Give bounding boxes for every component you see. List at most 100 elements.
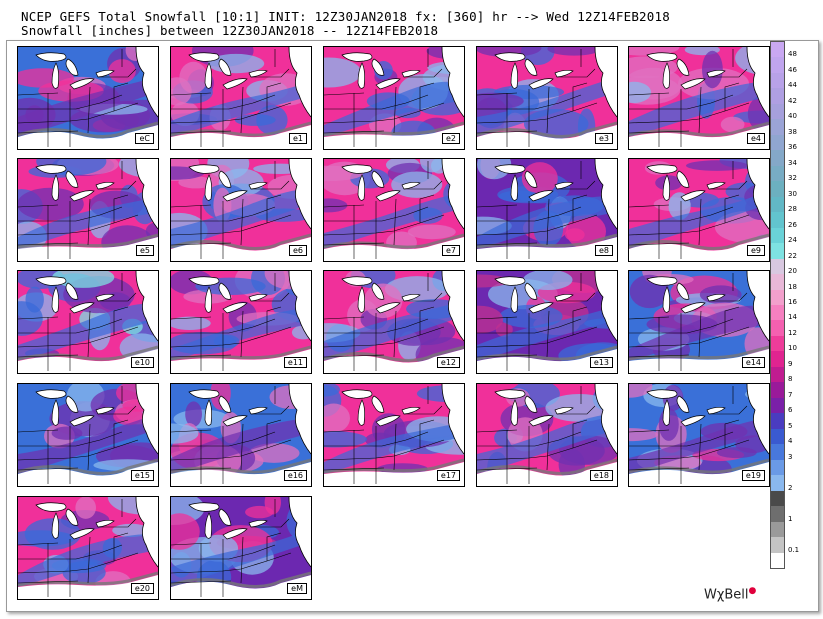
colorbar-tick-label: 44 xyxy=(788,81,797,90)
colorbar-cell xyxy=(771,227,784,244)
ensemble-panel-e18: e18 xyxy=(476,383,618,487)
colorbar-cell xyxy=(771,552,784,569)
colorbar-tick-label: 20 xyxy=(788,267,797,276)
panel-label: e11 xyxy=(283,357,307,368)
colorbar-cell xyxy=(771,475,784,492)
panel-label: e2 xyxy=(441,133,460,144)
map-subtitle-line2: Snowfall [inches] between 12Z30JAN2018 -… xyxy=(21,23,439,38)
colorbar-cell xyxy=(771,521,784,538)
colorbar-tick-label: 14 xyxy=(788,313,797,322)
colorbar-cell xyxy=(771,351,784,368)
panel-label: e12 xyxy=(436,357,460,368)
ensemble-panel-e1: e1 xyxy=(170,46,312,150)
colorbar-tick-label: 8 xyxy=(788,375,793,384)
colorbar-cell xyxy=(771,181,784,198)
colorbar-cell xyxy=(771,196,784,213)
colorbar-tick-label: 32 xyxy=(788,174,797,183)
colorbar-cell xyxy=(771,243,784,260)
colorbar-tick-label: 38 xyxy=(788,127,797,136)
ensemble-panel-e9: e9 xyxy=(628,158,770,262)
colorbar-tick-label: 18 xyxy=(788,282,797,291)
colorbar-cell xyxy=(771,289,784,306)
colorbar-cell xyxy=(771,490,784,507)
panel-label: e13 xyxy=(589,357,613,368)
colorbar-tick-label: 24 xyxy=(788,236,797,245)
ensemble-panel-e8: e8 xyxy=(476,158,618,262)
colorbar-tick-label: 16 xyxy=(788,298,797,306)
colorbar-tick-label: 42 xyxy=(788,96,797,105)
ensemble-panel-e10: e10 xyxy=(17,270,159,374)
panel-label: e3 xyxy=(594,133,613,144)
colorbar xyxy=(770,41,785,569)
colorbar-cell xyxy=(771,305,784,321)
panel-label: e15 xyxy=(130,470,154,481)
panel-label: eC xyxy=(135,133,154,144)
colorbar-cell xyxy=(771,320,784,337)
panel-label: e18 xyxy=(589,470,613,481)
colorbar-tick-label: 2 xyxy=(788,483,793,492)
colorbar-cell xyxy=(771,258,784,275)
panel-label: e8 xyxy=(594,245,613,256)
colorbar-tick-label: 6 xyxy=(788,406,793,415)
colorbar-tick-label: 3 xyxy=(788,452,793,461)
panel-label: e20 xyxy=(130,583,154,594)
brand-logo-dot: ● xyxy=(748,586,757,596)
colorbar-cell xyxy=(771,212,784,229)
colorbar-cell xyxy=(771,537,784,554)
panel-label: e19 xyxy=(741,470,765,481)
colorbar-cell xyxy=(771,428,784,445)
colorbar-tick-label: 10 xyxy=(788,344,797,353)
ensemble-panel-e6: e6 xyxy=(170,158,312,262)
panel-label: e10 xyxy=(130,357,154,368)
colorbar-tick-label: 40 xyxy=(788,112,797,121)
colorbar-cell xyxy=(771,335,784,352)
panel-label: eM xyxy=(287,583,307,594)
colorbar-cell xyxy=(771,459,784,476)
ensemble-panel-e2: e2 xyxy=(323,46,465,150)
colorbar-cell xyxy=(771,119,784,136)
brand-logo-text: WχBell xyxy=(704,587,749,603)
panel-label: e17 xyxy=(436,470,460,481)
ensemble-panel-e13: e13 xyxy=(476,270,618,374)
colorbar-cell xyxy=(771,57,784,74)
ensemble-panel-e20: e20 xyxy=(17,496,159,600)
colorbar-cell xyxy=(771,165,784,182)
colorbar-tick-label: 7 xyxy=(788,390,793,399)
colorbar-tick-label: 0.1 xyxy=(788,545,800,554)
colorbar-cell xyxy=(771,72,784,89)
ensemble-panel-e16: e16 xyxy=(170,383,312,487)
ensemble-panel-e17: e17 xyxy=(323,383,465,487)
colorbar-cell xyxy=(771,42,784,58)
ensemble-panel-e5: e5 xyxy=(17,158,159,262)
colorbar-tick-label: 9 xyxy=(788,359,793,368)
colorbar-cell xyxy=(771,413,784,430)
ensemble-panel-e19: e19 xyxy=(628,383,770,487)
colorbar-tick-label: 26 xyxy=(788,220,797,229)
ensemble-panel-e7: e7 xyxy=(323,158,465,262)
colorbar-cell xyxy=(771,397,784,414)
ensemble-panel-e11: e11 xyxy=(170,270,312,374)
ensemble-panel-e12: e12 xyxy=(323,270,465,374)
colorbar-cell xyxy=(771,88,784,105)
ensemble-panel-eC: eC xyxy=(17,46,159,150)
colorbar-tick-label: 48 xyxy=(788,50,797,59)
map-title-line1: NCEP GEFS Total Snowfall [10:1] INIT: 12… xyxy=(21,9,670,24)
panel-label: e16 xyxy=(283,470,307,481)
panel-label: e1 xyxy=(288,133,307,144)
panel-label: e14 xyxy=(741,357,765,368)
colorbar-cell xyxy=(771,382,784,399)
panel-label: e6 xyxy=(288,245,307,256)
brand-logo: WχBell● xyxy=(704,586,756,602)
colorbar-cell xyxy=(771,103,784,120)
colorbar-tick-label: 46 xyxy=(788,65,797,74)
panel-label: e5 xyxy=(135,245,154,256)
colorbar-tick-label: 34 xyxy=(788,158,797,167)
colorbar-tick-label: 12 xyxy=(788,328,797,337)
ensemble-panel-e4: e4 xyxy=(628,46,770,150)
colorbar-cell xyxy=(771,150,784,167)
colorbar-cell xyxy=(771,134,784,151)
ensemble-panel-eM: eM xyxy=(170,496,312,600)
colorbar-cell xyxy=(771,274,784,291)
colorbar-cell xyxy=(771,444,784,461)
ensemble-panel-e15: e15 xyxy=(17,383,159,487)
